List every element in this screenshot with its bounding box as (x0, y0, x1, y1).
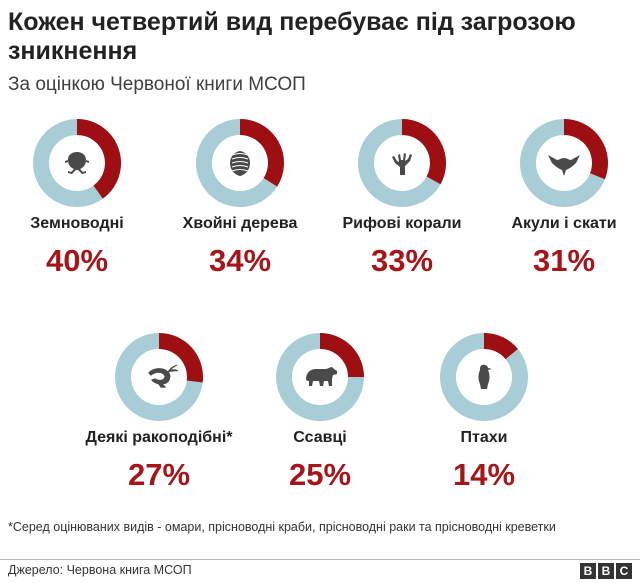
frog-icon (65, 152, 89, 174)
threatened-share-arc (483, 333, 518, 360)
threatened-share-arc (563, 119, 608, 180)
category-label: Хвойні дерева (183, 215, 298, 232)
footer-divider (0, 559, 640, 560)
chart-subtitle: За оцінкою Червоної книги МСОП (8, 74, 306, 95)
donut-chart-5: Деякі ракоподібні* 27% (85, 333, 233, 492)
ray-icon (548, 155, 580, 176)
threatened-share-arc (158, 333, 203, 383)
source-note: Джерело: Червона книга МСОП (8, 563, 192, 577)
donut-chart-3: Рифові корали 33% (342, 119, 462, 278)
bbc-logo: B B C (580, 563, 632, 579)
percent-label: 34% (209, 243, 271, 278)
threatened-share-arc (401, 119, 446, 185)
donut-charts: Земноводні 40% Хвойні дерева 34% Рифові кора… (30, 119, 617, 492)
percent-label: 31% (533, 243, 595, 278)
donut-chart-1: Земноводні 40% (30, 119, 124, 278)
donut-chart-2: Хвойні дерева 34% (183, 119, 298, 278)
donut-chart-7: Птахи 14% (440, 333, 528, 492)
percent-label: 14% (453, 457, 515, 492)
footnote: *Серед оцінюваних видів - омари, пріснов… (8, 520, 556, 534)
threatened-share-arc (319, 333, 364, 378)
percent-label: 27% (128, 457, 190, 492)
percent-label: 25% (289, 457, 351, 492)
pinecone-icon (230, 151, 250, 176)
chart-title: Кожен четвертий вид перебуває під загроз… (8, 8, 576, 65)
bird-icon (478, 364, 492, 389)
percent-label: 40% (46, 243, 108, 278)
logo-letter: B (598, 563, 614, 579)
category-label: Ссавці (293, 429, 346, 446)
category-label: Земноводні (30, 215, 123, 232)
category-label: Деякі ракоподібні* (85, 429, 233, 446)
coral-icon (392, 153, 412, 175)
category-label: Птахи (461, 429, 508, 446)
donut-chart-4: Акули і скати 31% (511, 119, 617, 278)
shrimp-icon (148, 364, 179, 388)
threatened-share-arc (76, 119, 121, 199)
bear-icon (306, 367, 337, 386)
percent-label: 33% (371, 243, 433, 278)
donut-chart-6: Ссавці 25% (276, 333, 364, 492)
category-label: Акули і скати (511, 215, 616, 232)
category-label: Рифові корали (342, 215, 461, 232)
logo-letter: B (580, 563, 596, 579)
logo-letter: C (616, 563, 632, 579)
threatened-share-arc (239, 119, 284, 187)
